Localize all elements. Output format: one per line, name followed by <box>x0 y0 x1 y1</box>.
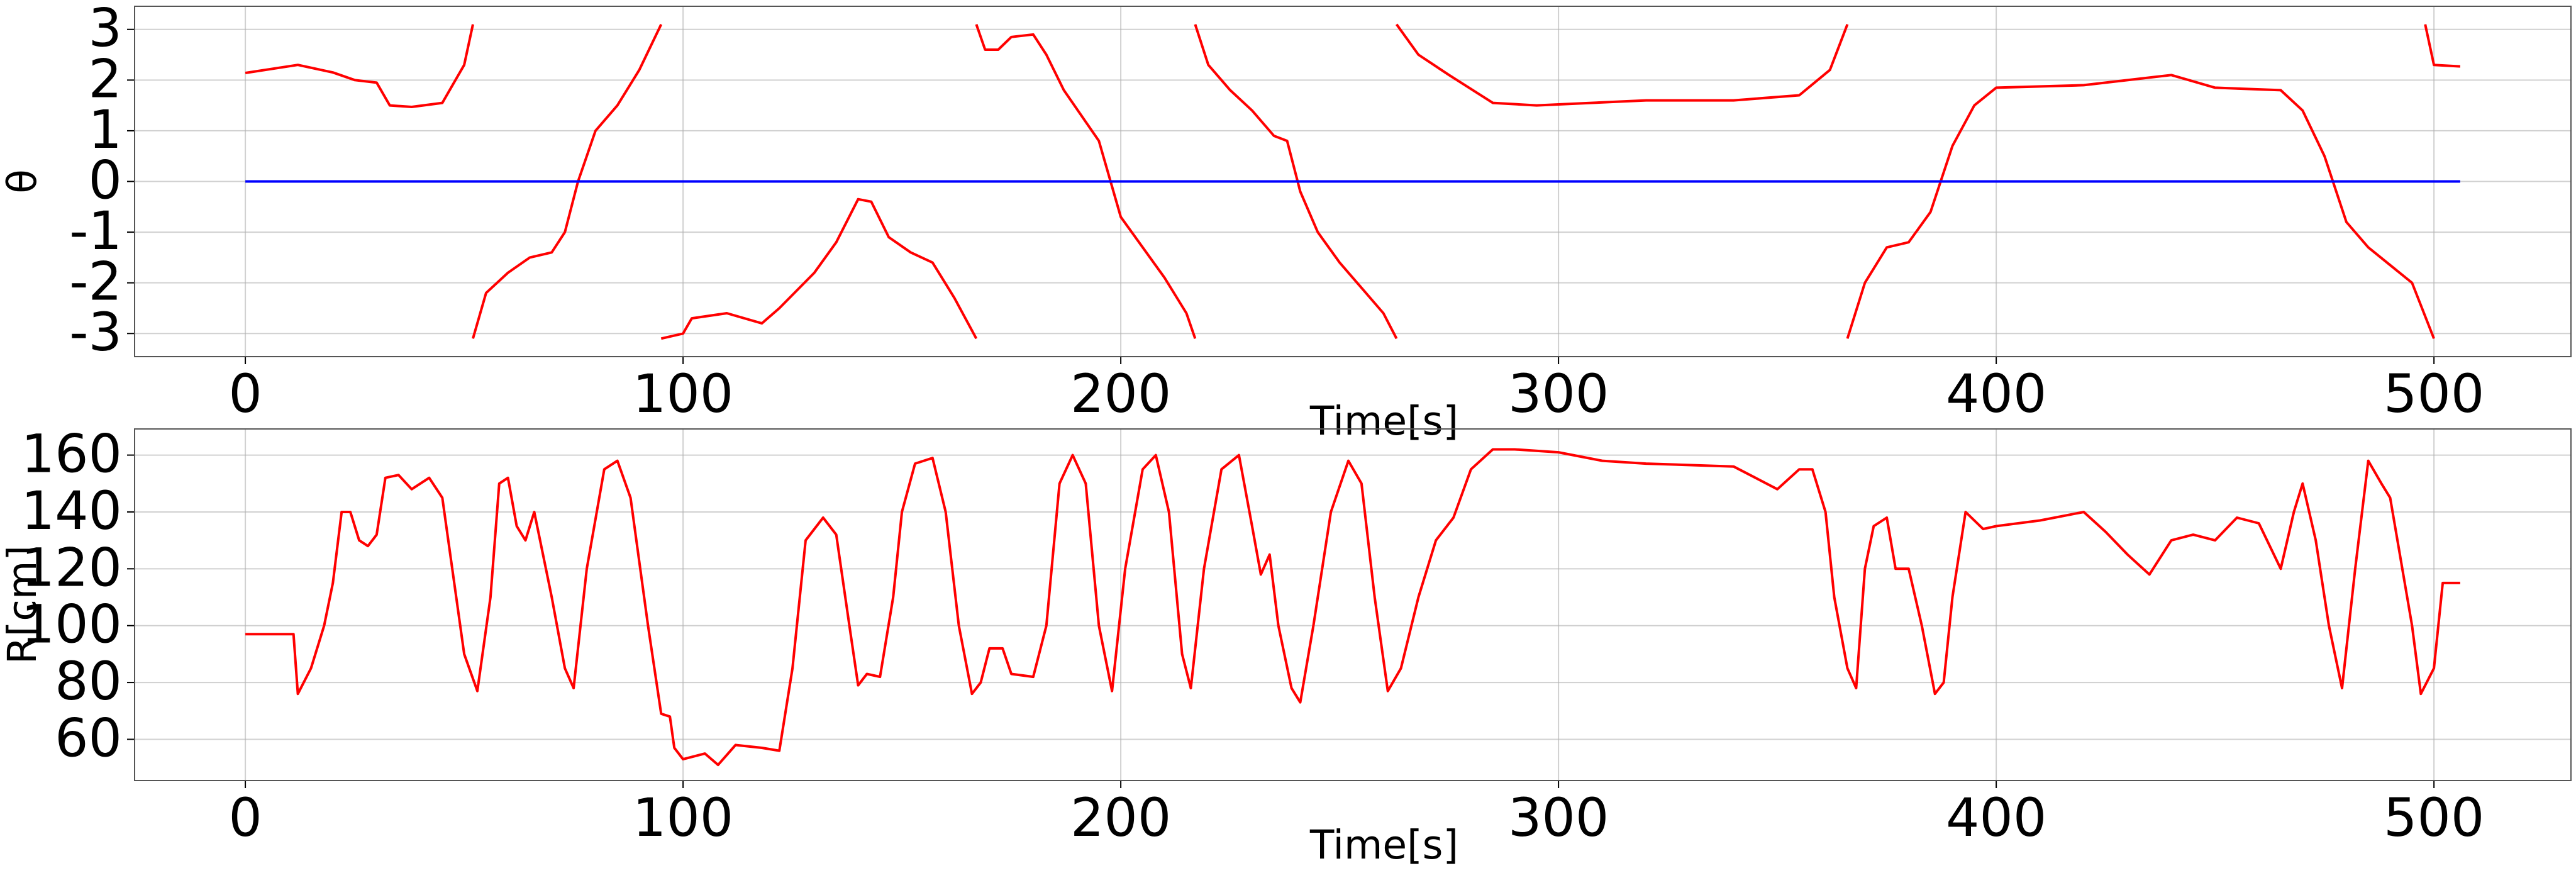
x-tick-label: 200 <box>1070 363 1171 425</box>
y-tick-label: 80 <box>55 650 122 712</box>
x-tick-label: 500 <box>2384 787 2484 848</box>
y-axis-label: R[cm] <box>0 545 45 664</box>
x-tick-label: 400 <box>1946 787 2046 848</box>
y-axis-label: θ <box>0 169 45 194</box>
x-tick-label: 500 <box>2384 363 2484 425</box>
x-tick-label: 0 <box>228 363 262 425</box>
y-tick-label: 100 <box>21 594 122 655</box>
x-axis-label: Time[s] <box>1309 822 1458 868</box>
y-tick-label: 2 <box>89 48 122 109</box>
y-tick-label: -3 <box>69 301 122 363</box>
x-axis-label: Time[s] <box>1309 398 1458 444</box>
axes-frame <box>134 6 2572 357</box>
y-tick-label: 120 <box>21 537 122 598</box>
y-tick-label: 1 <box>89 99 122 160</box>
y-tick-label: 60 <box>55 707 122 769</box>
y-tick-label: 3 <box>89 0 122 59</box>
axes-frame <box>134 428 2572 781</box>
y-tick-label: -2 <box>69 251 122 313</box>
data-line <box>245 23 2461 340</box>
y-tick-label: 0 <box>89 149 122 211</box>
x-tick-label: 200 <box>1070 787 1171 848</box>
x-tick-label: 0 <box>228 787 262 848</box>
data-line <box>245 448 2460 767</box>
x-tick-label: 100 <box>633 363 733 425</box>
x-tick-label: 300 <box>1508 363 1609 425</box>
x-tick-label: 300 <box>1508 787 1609 848</box>
x-tick-label: 100 <box>633 787 733 848</box>
y-tick-label: 160 <box>21 423 122 485</box>
y-tick-label: -1 <box>69 200 122 262</box>
x-tick-label: 400 <box>1946 363 2046 425</box>
y-tick-label: 140 <box>21 480 122 542</box>
